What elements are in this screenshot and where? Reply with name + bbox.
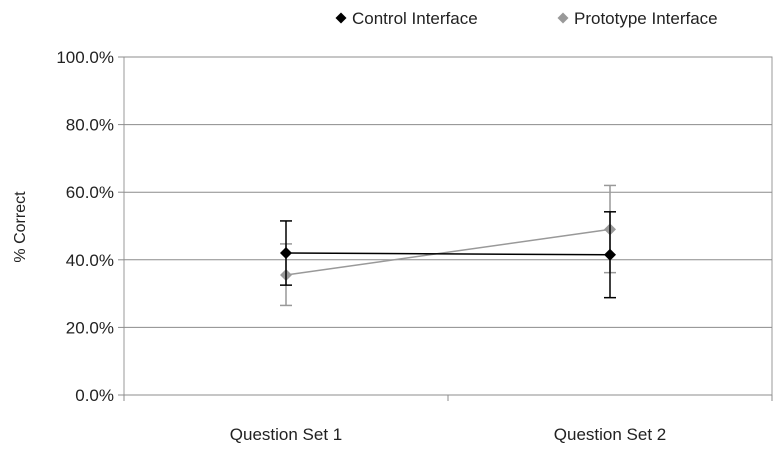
gridlines (124, 56, 772, 328)
legend-marker (335, 12, 347, 24)
series-layer (280, 184, 616, 307)
x-category-label: Question Set 2 (554, 425, 666, 444)
y-tick-label: 40.0% (66, 251, 114, 270)
plot-area (123, 56, 773, 396)
legend-label: Prototype Interface (574, 9, 718, 28)
y-tick-label: 0.0% (75, 386, 114, 405)
x-axis: Question Set 1 Question Set 2 (123, 394, 773, 444)
y-tick-label: 80.0% (66, 116, 114, 135)
legend-marker (557, 12, 569, 24)
series-line (285, 252, 611, 256)
legend-label: Control Interface (352, 9, 478, 28)
y-tick-label: 60.0% (66, 183, 114, 202)
y-axis-title: % Correct (12, 191, 29, 263)
series-1 (280, 184, 616, 307)
x-category-label: Question Set 1 (230, 425, 342, 444)
legend: Control Interface Prototype Interface (335, 9, 718, 28)
data-point-marker (604, 248, 616, 261)
series-line (285, 228, 611, 276)
series-0 (280, 211, 616, 299)
y-tick-label: 100.0% (56, 48, 114, 67)
y-tick-label: 20.0% (66, 318, 114, 337)
y-axis-tick-labels: 0.0% 20.0% 40.0% 60.0% 80.0% 100.0% (56, 48, 124, 405)
data-point-marker (280, 247, 292, 260)
